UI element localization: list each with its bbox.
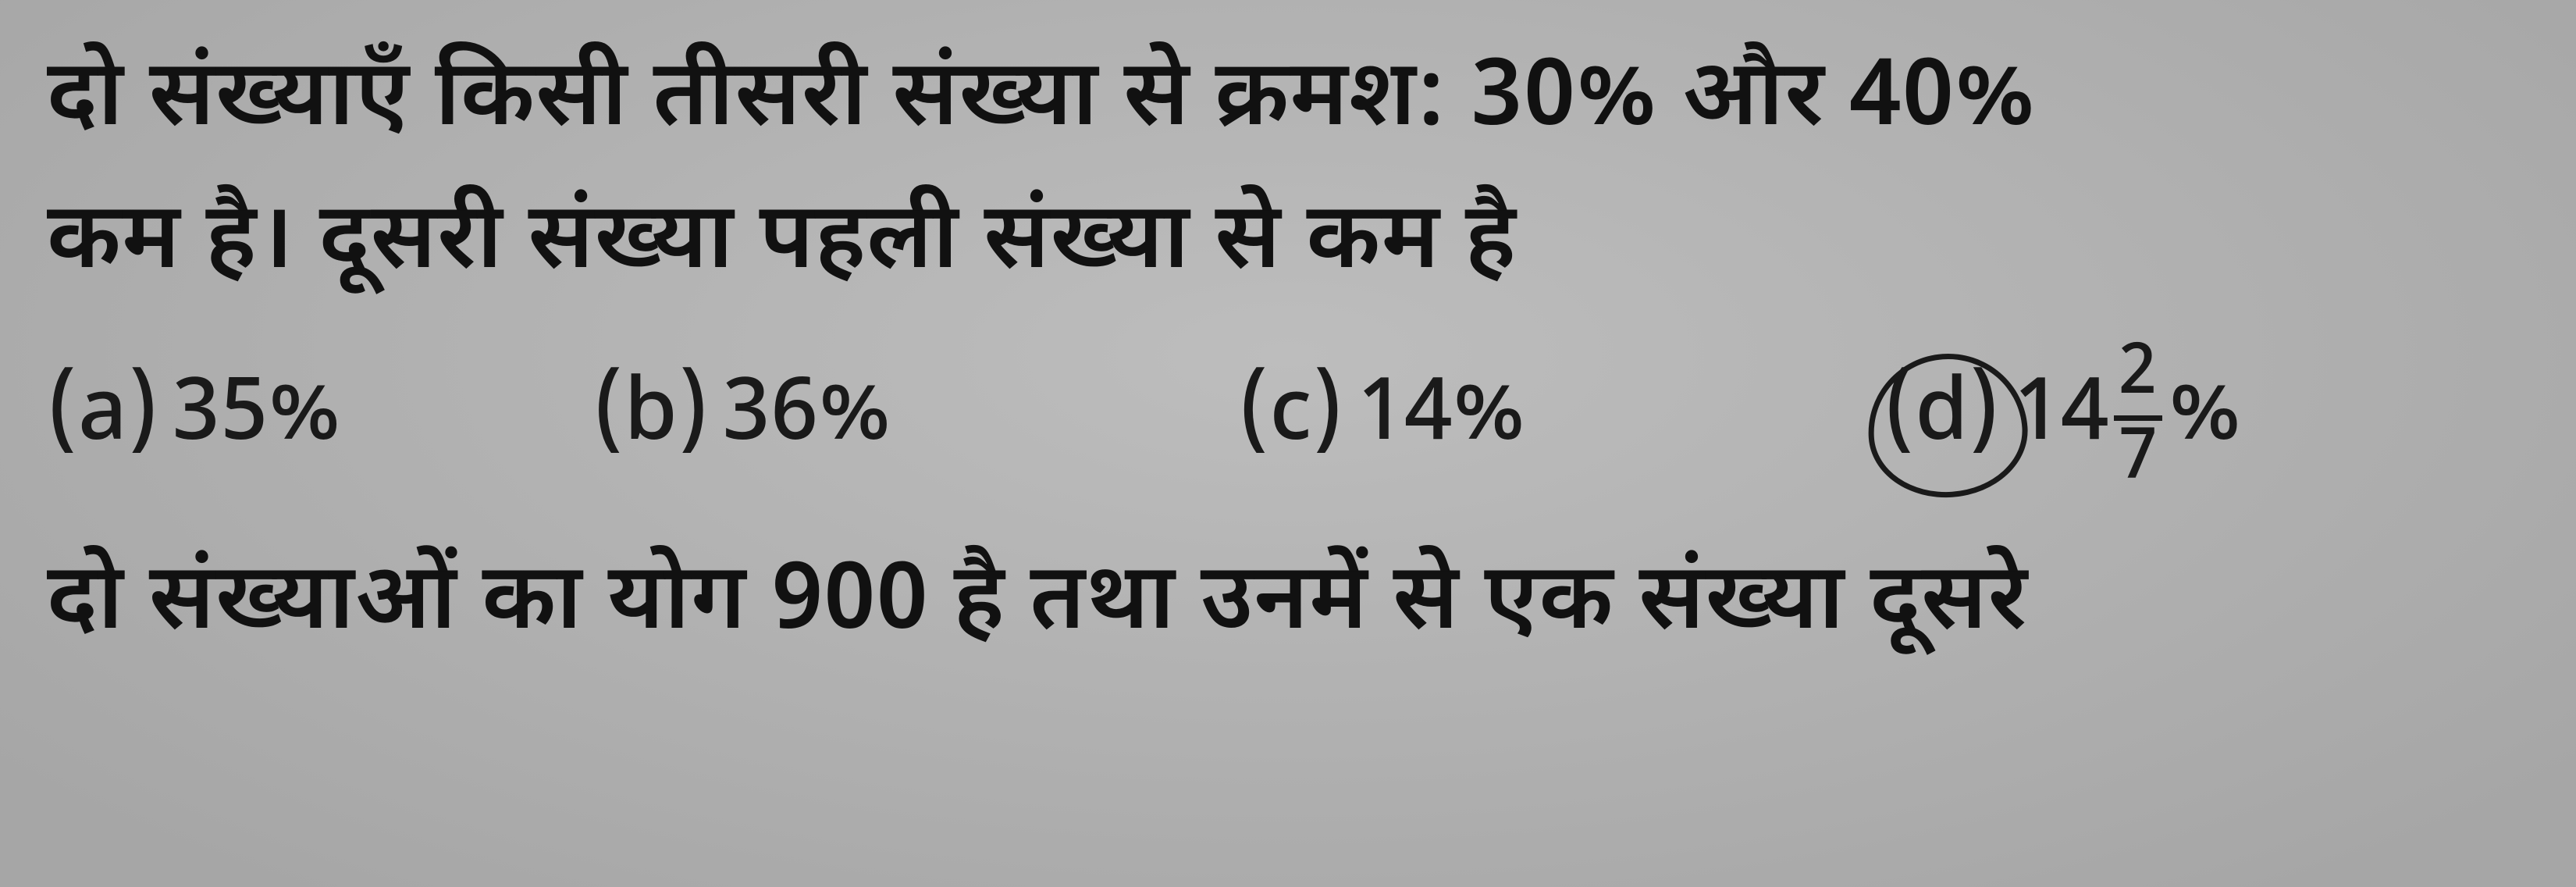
q1-line1: दो संख्याएँ किसी तीसरी संख्या से क्रमश: … <box>47 42 2037 162</box>
option-d: (d) 14 2 7 % <box>1884 340 2529 496</box>
option-c: (c) 14% <box>1238 362 1884 474</box>
question-1-options: (a) 35% (b) 36% (c) 14% (d) 14 2 7 % <box>47 340 2529 496</box>
fraction-numerator: 2 <box>2114 340 2162 411</box>
option-d-prefix: 14 <box>2013 362 2108 474</box>
page-content: दो संख्याएँ किसी तीसरी संख्या से क्रमश: … <box>47 31 2529 871</box>
option-c-value: 14% <box>1357 362 1525 474</box>
option-b-value: 36% <box>723 362 891 474</box>
option-d-label: (d) <box>1884 362 1999 474</box>
option-b-label: (b) <box>593 362 709 474</box>
question-2-text: दो संख्याओं का योग 900 है तथा उनमें से ए… <box>47 535 2529 678</box>
question-1-text: दो संख्याएँ किसी तीसरी संख्या से क्रमश: … <box>47 31 2529 317</box>
option-b: (b) 36% <box>593 362 1239 474</box>
option-a: (a) 35% <box>47 362 593 474</box>
q1-line2: कम है। दूसरी संख्या पहली संख्या से कम है <box>47 185 1517 305</box>
option-d-suffix: % <box>2169 362 2242 474</box>
fraction-denominator: 7 <box>2114 426 2162 496</box>
option-d-fraction: 2 7 <box>2114 340 2162 496</box>
option-a-value: 35% <box>173 362 341 474</box>
option-a-label: (a) <box>47 362 158 474</box>
option-c-label: (c) <box>1238 362 1343 474</box>
q2-line1: दो संख्याओं का योग 900 है तथा उनमें से ए… <box>47 546 2028 666</box>
